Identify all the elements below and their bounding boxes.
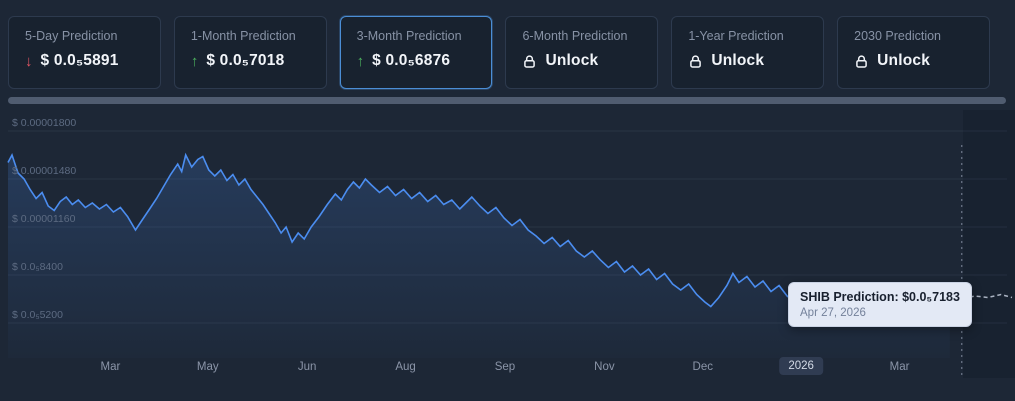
up-arrow-icon: ↑ bbox=[190, 52, 199, 70]
series-layer bbox=[7, 145, 1013, 378]
prediction-cards-row: 5-Day Prediction ↓ $ 0.0₅5891 1-Month Predi… bbox=[8, 16, 990, 89]
unlock-label: Unlock bbox=[711, 52, 765, 69]
lock-icon bbox=[690, 54, 702, 68]
prediction-card-3-month[interactable]: 3-Month Prediction ↑ $ 0.0₅6876 bbox=[339, 16, 493, 89]
x-axis-label: Mar bbox=[100, 361, 121, 373]
x-axis-label-current: 2026 bbox=[779, 357, 823, 375]
x-axis-label: Dec bbox=[692, 361, 713, 373]
y-axis-label: $ 0.0₅8400 bbox=[12, 261, 63, 273]
lock-icon bbox=[524, 54, 536, 68]
prediction-value: $ 0.0₅6876 bbox=[372, 52, 451, 69]
card-title: 5-Day Prediction bbox=[25, 29, 118, 43]
unlock-label: Unlock bbox=[545, 52, 599, 69]
prediction-card-5-day[interactable]: 5-Day Prediction ↓ $ 0.0₅5891 bbox=[8, 16, 161, 89]
y-axis-label: $ 0.0₅5200 bbox=[12, 309, 63, 321]
down-arrow-icon: ↓ bbox=[25, 52, 33, 70]
prediction-value: $ 0.0₅5891 bbox=[40, 52, 119, 69]
price-line-series bbox=[7, 152, 951, 317]
prediction-card-1-month[interactable]: 1-Month Prediction ↑ $ 0.0₅7018 bbox=[173, 16, 327, 89]
unlock-label: Unlock bbox=[877, 52, 931, 69]
x-axis-label: Mar bbox=[889, 361, 910, 373]
y-axis-label: $ 0.00001160 bbox=[12, 213, 76, 225]
x-axis-label: Nov bbox=[594, 361, 615, 373]
price-chart[interactable] bbox=[0, 110, 1015, 380]
price-area-fill bbox=[8, 155, 950, 358]
prediction-card-6-month[interactable]: 6-Month Prediction Unlock bbox=[505, 16, 659, 89]
y-axis-label: $ 0.00001800 bbox=[12, 117, 77, 129]
x-axis-label: Aug bbox=[395, 361, 416, 373]
card-title: 1-Year Prediction bbox=[688, 29, 784, 43]
y-axis-label: $ 0.00001480 bbox=[12, 165, 77, 177]
chart-tooltip: SHIB Prediction: $0.0₅7183 Apr 27, 2026 bbox=[788, 282, 972, 327]
lock-icon bbox=[856, 54, 867, 68]
x-axis-label: May bbox=[196, 361, 219, 373]
x-axis-label: Sep bbox=[494, 361, 516, 373]
prediction-card-2030[interactable]: 2030 Prediction Unlock bbox=[837, 16, 990, 89]
card-title: 6-Month Prediction bbox=[522, 29, 628, 43]
prediction-card-1-year[interactable]: 1-Year Prediction Unlock bbox=[671, 16, 825, 89]
prediction-value: $ 0.0₅7018 bbox=[206, 52, 285, 69]
chart-horizontal-scrollbar[interactable] bbox=[8, 97, 1006, 104]
card-title: 2030 Prediction bbox=[854, 29, 942, 43]
tooltip-prediction-value: SHIB Prediction: $0.0₅7183 bbox=[800, 290, 960, 304]
future-region-shade bbox=[963, 110, 1015, 378]
tooltip-date: Apr 27, 2026 bbox=[800, 307, 866, 319]
card-title: 3-Month Prediction bbox=[356, 29, 462, 43]
card-title: 1-Month Prediction bbox=[190, 29, 296, 43]
up-arrow-icon: ↑ bbox=[356, 52, 365, 70]
x-axis-label: Jun bbox=[297, 361, 317, 373]
